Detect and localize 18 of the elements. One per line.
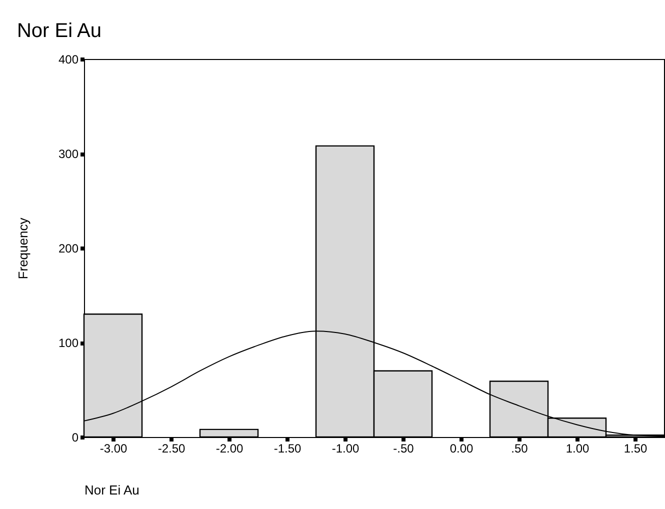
chart-title: Nor Ei Au	[16, 20, 102, 42]
x-tick-label: -2.00	[216, 442, 244, 456]
x-tick-label: -1.50	[274, 442, 302, 456]
x-tick-label: 1.50	[624, 442, 648, 456]
y-tick-label: 300	[58, 147, 79, 161]
y-tick-label: 100	[58, 336, 79, 350]
y-axis-title: Frequency	[15, 217, 30, 280]
x-tick-label: .50	[511, 442, 528, 456]
x-tick-label: -3.00	[100, 442, 128, 456]
x-axis-title: Nor Ei Au	[84, 482, 140, 498]
x-tick-label: -1.00	[332, 442, 360, 456]
x-tick-label: 1.00	[566, 442, 590, 456]
y-tick-label: 400	[58, 52, 79, 66]
x-tick-label: -2.50	[158, 442, 186, 456]
x-tick-label: 0.00	[450, 442, 474, 456]
y-tick-label: 200	[58, 242, 79, 256]
y-tick-label: 0	[72, 430, 79, 444]
x-tick-label: -.50	[393, 442, 414, 456]
